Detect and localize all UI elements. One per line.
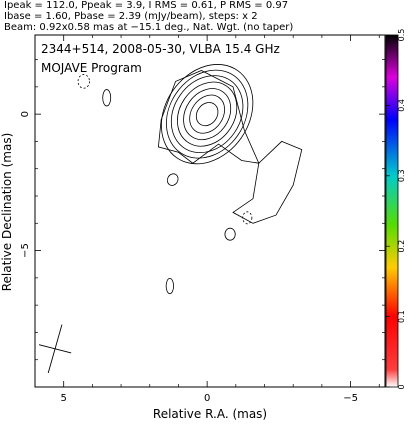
contour-map: [77, 64, 303, 295]
knot-contour: [224, 227, 236, 241]
colorbar-tick-label: 0.3: [397, 169, 406, 182]
knot-contour: [166, 173, 179, 186]
core-contour: [189, 94, 225, 134]
colorbar-tick-label: 0.2: [397, 240, 406, 253]
extended-jet-contour: [232, 140, 303, 224]
chart-title: 2344+514, 2008-05-30, VLBA 15.4 GHz: [41, 42, 280, 56]
chart-subtitle: MOJAVE Program: [41, 61, 142, 75]
colorbar-ticks: 0 0.1 0.2 0.3 0.4 0.5: [386, 29, 406, 390]
header-line-1: Ipeak = 112.0, Ppeak = 3.9, I RMS = 0.61…: [4, 0, 288, 11]
y-axis-label: Relative Declination (mas): [0, 133, 14, 292]
beam-marker: [38, 324, 72, 374]
negative-contour: [77, 74, 90, 89]
core-contour: [170, 75, 244, 154]
header-line-3: Beam: 0.92x0.58 mas at −15.1 deg., Nat. …: [4, 22, 293, 33]
colorbar: [385, 34, 399, 388]
y-tick-label: −5: [20, 243, 31, 258]
core-contour: [166, 69, 249, 159]
axes: 5 0 −5 0 −5: [20, 35, 385, 404]
core-contour: [177, 81, 238, 147]
y-tick-label: 0: [20, 111, 31, 117]
x-tick-label: 5: [61, 393, 67, 404]
negative-contour: [242, 211, 253, 225]
x-axis-label: Relative R.A. (mas): [153, 407, 267, 421]
plot-frame: [34, 34, 386, 388]
colorbar-tick-label: 0: [397, 384, 406, 389]
core-jet-contour: [157, 70, 260, 164]
core-contour: [183, 88, 232, 141]
header-line-2: Ibase = 1.60, Pbase = 2.39 (mJy/beam), s…: [4, 11, 258, 22]
colorbar-tick-label: 0.4: [397, 99, 406, 112]
core-contour-peak: [195, 102, 219, 127]
colorbar-tick-label: 0.5: [397, 29, 406, 42]
knot-contour: [165, 277, 174, 295]
knot-contour: [102, 89, 112, 107]
x-tick-label: 0: [204, 393, 210, 404]
core-contour: [160, 64, 254, 165]
x-tick-label: −5: [343, 393, 358, 404]
colorbar-tick-label: 0.1: [397, 310, 406, 323]
